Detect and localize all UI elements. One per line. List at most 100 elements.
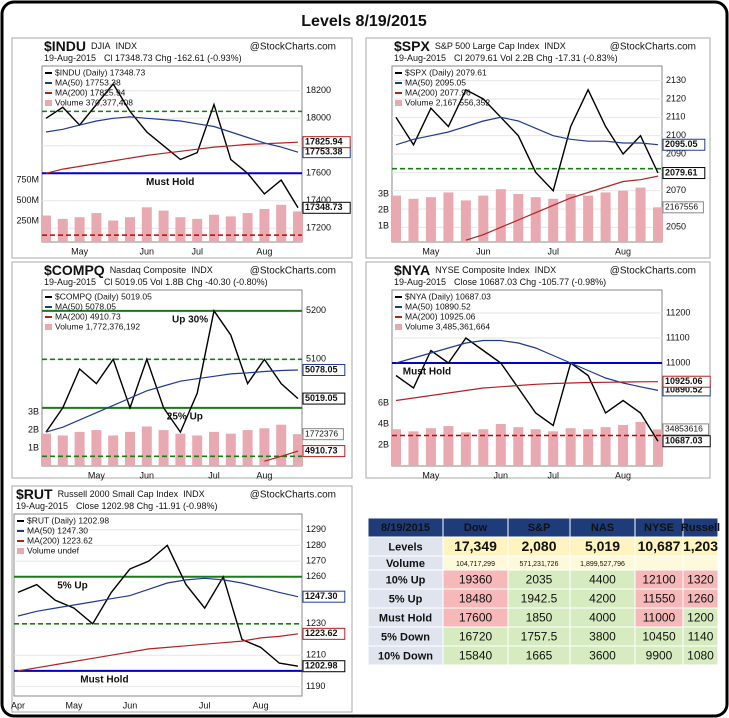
volume-bar <box>276 424 287 466</box>
volume-bar <box>618 190 629 242</box>
y-tick-label: 11000 <box>666 357 690 367</box>
volume-bar <box>565 428 576 466</box>
cell-value: 104,717,299 <box>456 561 495 568</box>
volume-bar <box>209 431 219 466</box>
y-tick-label: 2070 <box>666 185 686 195</box>
value-tag-box <box>302 445 346 458</box>
series-line <box>395 337 659 442</box>
legend-label: MA(50) 5078.05 <box>55 301 116 311</box>
series-line <box>45 116 299 153</box>
x-tick-label: Jul <box>208 470 220 480</box>
series-line <box>45 309 299 434</box>
cell-value: 1942.5 <box>521 592 558 606</box>
legend-label: $COMPQ (Daily) 5019.05 <box>55 291 152 301</box>
volume-bar <box>108 435 119 466</box>
chart-header: $INDU DJIA INDX <box>44 38 137 54</box>
x-tick-label: Jul <box>547 470 559 480</box>
volume-bar <box>276 204 287 242</box>
level-label: Must Hold <box>403 367 451 378</box>
row-label: 10% Up <box>386 574 426 586</box>
value-cell <box>634 555 684 571</box>
value-cell <box>682 555 719 571</box>
value-tag-box <box>662 423 710 436</box>
symbol: $SPX <box>394 38 430 54</box>
plot-area <box>41 65 303 243</box>
volume-tick-label: 250M <box>16 216 39 226</box>
value-tag-box <box>662 201 704 214</box>
volume-bar <box>583 429 594 466</box>
volume-bar <box>513 427 524 466</box>
date: 19-Aug-2015 <box>44 53 96 63</box>
volume-bar <box>495 423 506 466</box>
series-line <box>17 577 299 617</box>
y-tick-label: 2050 <box>666 222 686 232</box>
y-tick-label: 11200 <box>666 307 690 317</box>
y-tick-label: 17400 <box>306 195 331 205</box>
x-tick-label: May <box>422 470 440 480</box>
volume-bar <box>91 213 102 242</box>
volume-tick-label: 500M <box>16 195 39 205</box>
value-tag-box <box>302 136 351 149</box>
x-tick-label: Jun <box>494 470 509 480</box>
value-tag: 10925.06 <box>665 376 703 386</box>
plot-area <box>391 289 663 467</box>
volume-bar <box>57 218 68 242</box>
value-tag: 2095.05 <box>665 139 698 149</box>
y-tick-label: 1210 <box>306 650 326 660</box>
cell-value: 1,899,527,796 <box>580 561 625 568</box>
exchange: INDX <box>544 41 566 51</box>
legend-swatch <box>17 548 24 554</box>
x-tick-label: Jun <box>140 470 155 480</box>
plot-area <box>41 289 303 467</box>
value-tag: 1202.98 <box>305 661 338 671</box>
volume-bar <box>91 430 102 466</box>
row-label: 5% Up <box>389 593 423 605</box>
volume-tick-label: 2B <box>378 439 389 449</box>
row-label: Must Hold <box>379 612 432 624</box>
series-line <box>395 381 659 402</box>
legend-label: $SPX (Daily) 2079.61 <box>405 67 487 77</box>
value-tag-box <box>662 167 706 180</box>
volume-bar <box>192 435 203 466</box>
volume-bar <box>57 435 68 466</box>
cell-value: 11550 <box>643 592 676 606</box>
volume-bar <box>293 211 303 242</box>
volume-bar <box>141 207 152 242</box>
symbol: $RUT <box>16 486 53 502</box>
column-header: Russell <box>681 522 720 534</box>
level-label: Must Hold <box>146 177 194 188</box>
y-tick-label: 2130 <box>666 75 686 85</box>
description: NYSE Composite Index <box>435 265 530 275</box>
volume-tick-label: 4B <box>378 418 389 428</box>
volume-bar <box>175 433 186 466</box>
stock-chart: $SPX S&P 500 Large Cap Index INDX @StockCha… <box>365 37 711 259</box>
legend-label: MA(200) 17825.94 <box>55 87 126 97</box>
volume-tick-label: 1B <box>378 220 389 230</box>
value-tag-box <box>302 363 346 376</box>
volume-bar <box>425 428 436 466</box>
cell-value: 3600 <box>589 649 616 663</box>
cell-value: 4200 <box>589 592 616 606</box>
legend-label: Volume undef <box>27 545 80 555</box>
x-tick-label: Aug <box>615 246 631 256</box>
quote-line: 19-Aug-2015 Cl 17348.73 Chg -162.61 (-0.9… <box>44 53 242 63</box>
volume-tick-label: 750M <box>16 174 39 184</box>
level-label: 5% Up <box>57 580 88 591</box>
quote-line: 19-Aug-2015 Close 10687.03 Chg -105.77 (-… <box>394 277 606 287</box>
series-line <box>465 175 659 241</box>
cell-value: 1320 <box>687 573 714 587</box>
volume-bar <box>443 426 454 466</box>
volume-bar <box>460 200 471 242</box>
series-line <box>45 141 299 174</box>
quote-line: 19-Aug-2015 Cl 2079.61 Vol 2.2B Chg -17.3… <box>394 53 618 63</box>
legend-label: MA(50) 17753.38 <box>55 77 121 87</box>
row-label: 10% Down <box>378 650 433 662</box>
legend-label: $NYA (Daily) 10687.03 <box>405 291 491 301</box>
legend-label: MA(50) 10890.52 <box>405 301 471 311</box>
cell-value: 17600 <box>459 611 493 625</box>
value-tag: 5078.05 <box>305 364 338 374</box>
volume-bar <box>293 434 303 466</box>
value-tag: 1223.62 <box>305 628 338 638</box>
value-cell <box>682 645 719 666</box>
